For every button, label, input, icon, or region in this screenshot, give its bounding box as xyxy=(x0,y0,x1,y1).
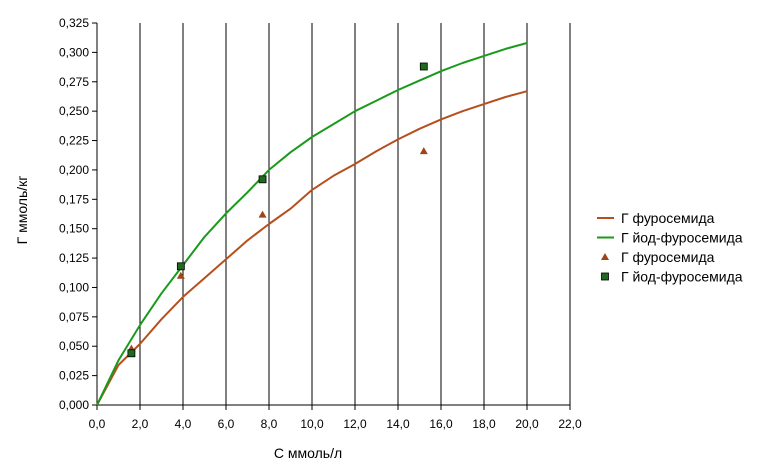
x-axis-title: С ммоль/л xyxy=(274,445,342,461)
y-tick-label: 0,325 xyxy=(59,16,89,30)
data-point-square xyxy=(127,349,136,358)
y-tick-label: 0,225 xyxy=(59,134,89,148)
x-tick-label: 20,0 xyxy=(515,417,539,431)
x-tick-label: 14,0 xyxy=(386,417,410,431)
y-tick-label: 0,150 xyxy=(59,222,89,236)
series-line-2 xyxy=(96,42,528,406)
x-tick-label: 22,0 xyxy=(558,417,582,431)
x-tick-label: 4,0 xyxy=(175,417,192,431)
y-tick-label: 0,075 xyxy=(59,310,89,324)
y-tick-label: 0,200 xyxy=(59,163,89,177)
legend-label: Г йод-фуросемида xyxy=(621,230,743,246)
x-tick-label: 8,0 xyxy=(261,417,278,431)
y-tick-label: 0,050 xyxy=(59,339,89,353)
y-tick-label: 0,275 xyxy=(59,75,89,89)
x-tick-label: 2,0 xyxy=(132,417,149,431)
x-tick-label: 12,0 xyxy=(343,417,367,431)
y-tick-label: 0,000 xyxy=(59,398,89,412)
data-point-square xyxy=(419,62,428,71)
legend-label: Г йод-фуросемида xyxy=(621,269,743,285)
x-tick-label: 6,0 xyxy=(218,417,235,431)
y-tick-label: 0,175 xyxy=(59,192,89,206)
data-point-square xyxy=(176,262,185,271)
y-tick-label: 0,125 xyxy=(59,251,89,265)
data-point-triangle xyxy=(176,271,185,279)
data-point-square xyxy=(258,175,267,184)
legend-label: Г фуросемида xyxy=(621,210,715,226)
data-point-triangle xyxy=(419,147,428,155)
legend-swatch-square xyxy=(601,272,609,281)
x-tick-label: 16,0 xyxy=(429,417,453,431)
series-line-1 xyxy=(96,90,528,406)
x-tick-label: 10,0 xyxy=(300,417,324,431)
y-tick-label: 0,250 xyxy=(59,104,89,118)
y-tick-label: 0,100 xyxy=(59,280,89,294)
legend-label: Г фуросемида xyxy=(621,249,715,265)
legend-swatch-triangle xyxy=(601,253,609,260)
x-tick-label: 0,0 xyxy=(89,417,106,431)
x-tick-label: 18,0 xyxy=(472,417,496,431)
data-point-triangle xyxy=(258,210,267,218)
y-tick-label: 0,300 xyxy=(59,45,89,59)
y-tick-label: 0,025 xyxy=(59,369,89,383)
legend: Г фуросемида Г йод-фуросемида Г фуросемида… xyxy=(597,210,743,285)
plot-area: 0,000 0,025 0,050 0,075 0,100 0,125 0,150 0,175… xyxy=(59,16,582,431)
legend-box xyxy=(590,205,775,271)
y-axis-title: Г ммоль/кг xyxy=(14,176,30,245)
